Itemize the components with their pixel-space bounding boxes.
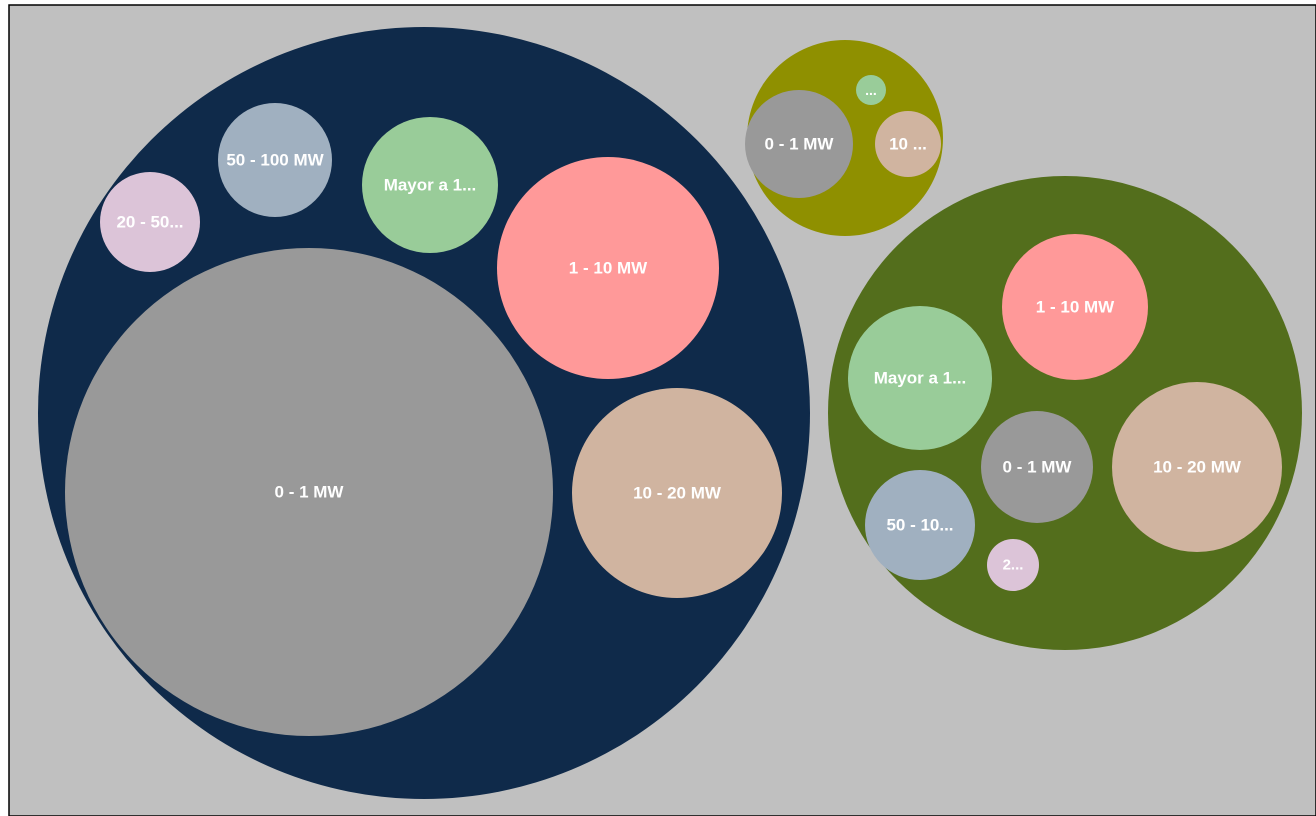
child-bubble[interactable]: [100, 172, 200, 272]
bubble-label: 10 ...: [889, 135, 927, 154]
child-bubble[interactable]: [865, 470, 975, 580]
bubble-label: 10 - 20 MW: [1153, 458, 1242, 477]
bubble-label: ...: [865, 82, 877, 98]
child-bubble[interactable]: [875, 111, 941, 177]
child-bubble[interactable]: [65, 248, 553, 736]
bubble-label: 50 - 10...: [886, 516, 953, 535]
bubble-label: 2...: [1003, 557, 1024, 574]
bubble-label: 0 - 1 MW: [1003, 458, 1073, 477]
bubble-label: 1 - 10 MW: [1036, 298, 1115, 317]
bubble-label: 10 - 20 MW: [633, 484, 722, 503]
child-bubble[interactable]: [218, 103, 332, 217]
bubble-group-3[interactable]: 1 - 10 MW Mayor a 1... 0 - 1 MW 10 - 20 MW 5…: [828, 176, 1302, 650]
child-bubble[interactable]: [1112, 382, 1282, 552]
child-bubble[interactable]: [497, 157, 719, 379]
child-bubble[interactable]: [572, 388, 782, 598]
child-bubble[interactable]: [856, 75, 886, 105]
child-bubble[interactable]: [987, 539, 1039, 591]
bubble-label: Mayor a 1...: [874, 369, 967, 388]
child-bubble[interactable]: [362, 117, 498, 253]
child-bubble[interactable]: [848, 306, 992, 450]
child-bubble[interactable]: [745, 90, 853, 198]
bubble-label: 0 - 1 MW: [275, 483, 345, 502]
bubble-label: Mayor a 1...: [384, 176, 477, 195]
child-bubble[interactable]: [981, 411, 1093, 523]
bubble-label: 20 - 50...: [116, 213, 183, 232]
child-bubble[interactable]: [1002, 234, 1148, 380]
bubble-label: 0 - 1 MW: [765, 135, 835, 154]
bubble-group-2[interactable]: 0 - 1 MW 10 ......: [745, 40, 943, 236]
bubble-label: 50 - 100 MW: [226, 151, 324, 170]
bubble-group-1[interactable]: 0 - 1 MW 1 - 10 MW 10 - 20 MW Mayor a 1... 5…: [38, 27, 810, 799]
bubble-label: 1 - 10 MW: [569, 259, 648, 278]
